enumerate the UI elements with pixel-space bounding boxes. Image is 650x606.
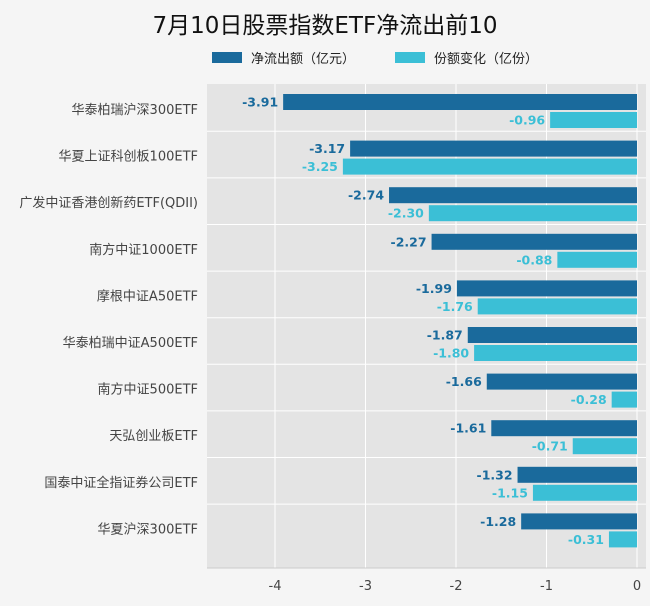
value-labels: -3.91 -0.96 -3.17 -3.25 -2.74 -2.30 -2.27 -0.88… [242,95,607,547]
bar-share-change [532,484,637,501]
bar-share-change [428,205,637,222]
category-label: 华泰柏瑞沪深300ETF [72,102,198,118]
bar-net-outflow [350,140,637,157]
value-label-share-change: -1.80 [433,346,469,361]
value-label-net-outflow: -1.32 [477,467,513,482]
bar-share-change [611,391,637,408]
category-label: 华夏沪深300ETF [98,521,198,537]
bar-net-outflow [431,233,637,250]
x-tick-label: -2 [450,579,463,594]
value-label-share-change: -0.31 [568,532,604,547]
category-label: 华泰柏瑞中证A500ETF [63,336,198,351]
category-label: 南方中证500ETF [98,382,198,398]
bar-share-change [608,531,637,548]
x-tick-label: -4 [269,579,282,594]
value-label-net-outflow: -1.66 [446,374,482,389]
value-label-share-change: -2.30 [388,206,424,221]
legend-swatch-net-outflow [212,51,242,63]
x-tick-label: -3 [359,579,372,594]
category-label: 摩根中证A50ETF [97,288,198,304]
value-label-net-outflow: -2.27 [391,234,427,249]
bar-net-outflow [456,280,637,297]
category-labels: 华泰柏瑞沪深300ETF 华夏上证科创板100ETF 广发中证香港创新药ETF(QD… [19,102,198,537]
bar-share-change [477,298,637,315]
value-label-net-outflow: -2.74 [348,188,384,203]
category-label: 国泰中证全指证券公司ETF [44,475,198,491]
bar-net-outflow [486,373,637,390]
category-label: 广发中证香港创新药ETF(QDII) [19,195,198,211]
bar-share-change [550,112,637,128]
value-label-share-change: -0.28 [571,392,607,407]
x-tick-label: 0 [633,579,641,594]
category-label: 华夏上证科创板100ETF [59,150,198,165]
bar-share-change [557,251,637,268]
bar-share-change [572,438,637,455]
legend-label-share-change: 份额变化（亿份） [434,51,539,67]
bars [283,94,637,548]
bar-net-outflow [467,327,637,343]
x-axis-ticks: -4 -3 -2 -1 0 [269,579,642,594]
value-label-share-change: -1.15 [492,485,528,500]
value-label-share-change: -0.71 [532,439,568,454]
value-label-net-outflow: -1.61 [450,421,486,436]
legend-item-share-change: 份额变化（亿份） [395,48,538,67]
bar-share-change [474,345,637,361]
value-label-share-change: -0.96 [509,113,545,128]
value-label-net-outflow: -1.87 [427,328,463,343]
bar-net-outflow [491,420,637,437]
legend-label-net-outflow: 净流出额（亿元） [251,51,356,67]
bar-net-outflow [389,187,637,204]
value-label-net-outflow: -3.91 [242,95,278,110]
legend: 净流出额（亿元） 份额变化（亿份） [212,48,578,67]
bar-net-outflow [517,466,637,483]
category-label: 南方中证1000ETF [89,242,198,258]
bar-share-change [342,158,637,175]
category-label: 天弘创业板ETF [109,429,198,444]
value-label-net-outflow: -1.28 [480,514,516,529]
value-label-share-change: -3.25 [302,159,338,174]
legend-swatch-share-change [395,51,426,63]
chart-title: 7月10日股票指数ETF净流出前10 [152,13,498,39]
bar-net-outflow [521,513,637,530]
legend-item-net-outflow: 净流出额（亿元） [212,48,355,67]
x-tick-label: -1 [540,579,553,594]
bar-net-outflow [283,94,637,110]
value-label-share-change: -0.88 [516,252,552,267]
value-label-net-outflow: -3.17 [309,141,345,156]
value-label-share-change: -1.76 [437,299,473,314]
value-label-net-outflow: -1.99 [416,281,452,296]
